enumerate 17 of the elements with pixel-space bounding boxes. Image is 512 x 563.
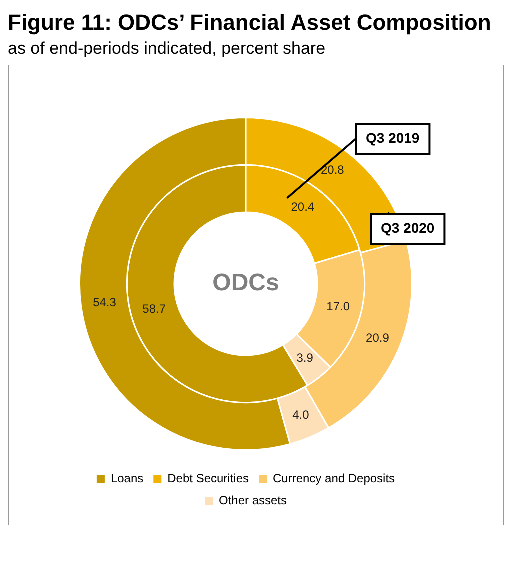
data-label: 3.9 (296, 350, 314, 365)
text: ODCs (212, 270, 280, 297)
legend-label: Other assets (218, 493, 288, 508)
legend-label: Currency and Deposits (273, 471, 396, 486)
chart-subtitle: as of end-periods indicated, percent share (8, 38, 327, 60)
data-label: 17.0 (326, 299, 350, 314)
legend-label: Loans (110, 471, 144, 486)
data-label: 20.4 (291, 200, 315, 214)
data-label: 20.9 (366, 330, 390, 345)
data-label: 4.0 (292, 408, 310, 422)
legend-label: Debt Securities (168, 471, 250, 486)
data-label: 58.7 (142, 302, 166, 316)
data-label: 20.8 (320, 163, 345, 178)
chart-title: Figure 11: ODCs’ Financial Asset Composition (8, 9, 492, 37)
slice-label: Q3 2020 (381, 220, 435, 236)
slice-label: Q3 2019 (366, 130, 420, 146)
data-label: 54.3 (93, 296, 117, 310)
